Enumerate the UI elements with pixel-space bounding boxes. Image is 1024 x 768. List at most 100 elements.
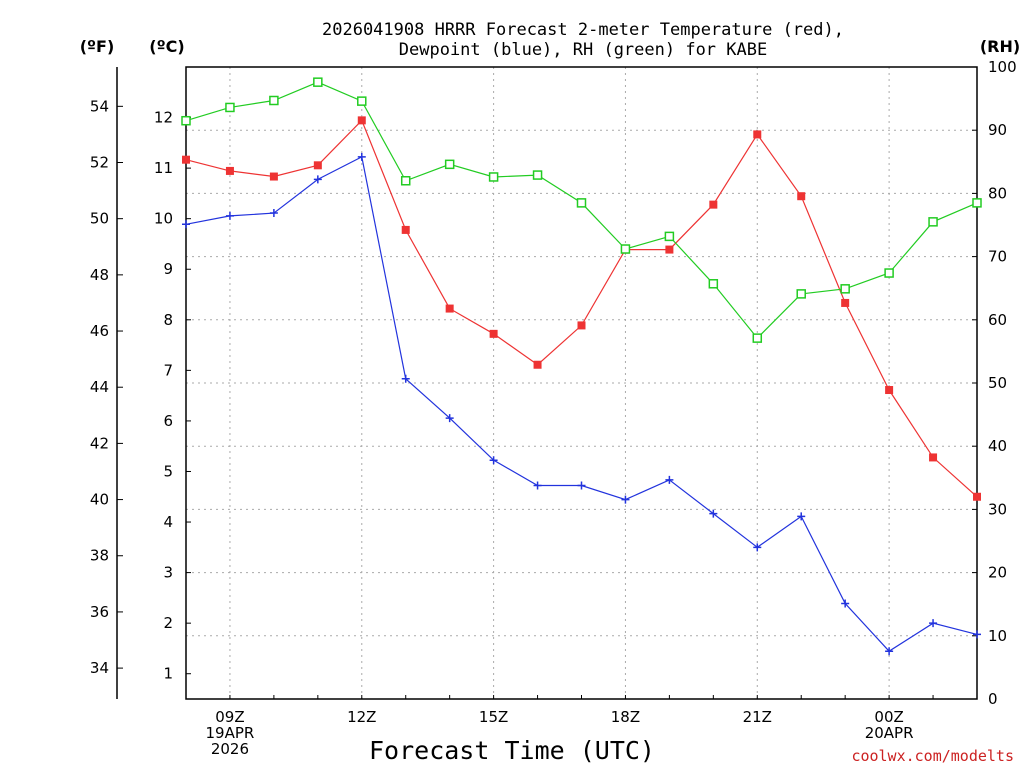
f-tick-label: 42 — [90, 434, 109, 452]
f-tick-label: 34 — [90, 659, 109, 677]
x-tick-label: 19APR — [206, 724, 255, 742]
x-tick-label: 00Z — [874, 708, 903, 726]
temperature-point — [182, 155, 190, 164]
dewpoint-line — [185, 156, 978, 652]
rh-tick-label: 40 — [988, 437, 1007, 455]
dewpoint-point — [533, 481, 542, 490]
f-tick-label: 40 — [90, 491, 109, 509]
f-tick-label: 54 — [90, 97, 109, 115]
dewpoint-point — [489, 456, 498, 465]
dewpoint-point — [621, 495, 630, 504]
dewpoint-point — [841, 599, 850, 608]
x-tick-label: 21Z — [743, 708, 772, 726]
rh-point — [664, 231, 675, 242]
dewpoint-point — [753, 543, 762, 552]
x-tick-label: 15Z — [479, 708, 508, 726]
temperature-point — [225, 166, 234, 175]
temperature-point — [841, 298, 850, 307]
rh-tick-label: 30 — [988, 500, 1007, 518]
fahrenheit-unit-label: (ºF) — [80, 37, 115, 56]
c-tick-label: 4 — [163, 513, 173, 531]
dewpoint-point — [885, 647, 894, 656]
c-tick-label: 8 — [163, 311, 173, 329]
temperature-point — [797, 192, 806, 201]
temperature-point — [929, 453, 938, 462]
c-tick-label: 6 — [163, 412, 173, 430]
rh-point — [225, 102, 235, 113]
rh-tick-label: 10 — [988, 627, 1007, 645]
rh-point — [313, 77, 323, 87]
c-tick-label: 9 — [163, 260, 173, 278]
rh-point — [488, 172, 499, 182]
temperature-point — [401, 225, 410, 234]
dewpoint-point — [929, 619, 938, 628]
series-group — [181, 77, 982, 656]
dewpoint-point — [709, 509, 718, 518]
c-tick-label: 1 — [163, 665, 173, 683]
temperature-point — [665, 245, 674, 254]
c-tick-label: 2 — [163, 614, 173, 632]
temperature-point — [885, 386, 894, 395]
c-tick-label: 7 — [163, 361, 173, 379]
rh-point — [708, 279, 719, 289]
f-tick-label: 48 — [90, 266, 109, 284]
rh-point — [357, 96, 367, 106]
dewpoint-point — [269, 209, 278, 218]
dewpoint-point — [225, 211, 234, 220]
rh-point — [181, 115, 191, 126]
rh-point — [620, 244, 631, 254]
credit-link[interactable]: coolwx.com/modelts — [851, 747, 1014, 765]
c-tick-label: 12 — [154, 109, 173, 127]
rh-point — [576, 198, 587, 208]
rh-tick-label: 50 — [988, 374, 1007, 392]
f-tick-label: 52 — [90, 154, 109, 172]
c-tick-label: 3 — [163, 564, 173, 582]
rh-point — [269, 95, 279, 106]
dewpoint-point — [313, 175, 322, 184]
rh-tick-label: 70 — [988, 248, 1007, 266]
rh-tick-label: 20 — [988, 564, 1007, 582]
rh-point — [532, 170, 543, 180]
rh-tick-label: 100 — [988, 58, 1017, 76]
temperature-point — [753, 130, 762, 139]
rh-unit-label: (RH) — [980, 37, 1020, 56]
temperature-point — [533, 360, 542, 369]
gridlines — [186, 67, 977, 699]
f-tick-label: 36 — [90, 603, 109, 621]
temperature-point — [489, 329, 498, 338]
rh-line — [185, 81, 978, 339]
dewpoint-point — [973, 630, 981, 639]
chart-title-line1: 2026041908 HRRR Forecast 2-meter Tempera… — [322, 20, 844, 40]
rh-point — [928, 217, 938, 227]
x-tick-label: 18Z — [611, 708, 640, 726]
rh-point — [444, 159, 455, 170]
temperature-point — [445, 304, 454, 313]
f-tick-label: 44 — [90, 378, 109, 396]
temperature-point — [577, 321, 586, 330]
f-tick-label: 46 — [90, 322, 109, 340]
rh-tick-label: 80 — [988, 184, 1007, 202]
temperature-point — [313, 161, 322, 170]
dewpoint-point — [445, 414, 454, 423]
f-tick-label: 38 — [90, 547, 109, 565]
temperature-point — [357, 116, 366, 125]
celsius-unit-label: (ºC) — [149, 37, 184, 56]
dewpoint-point — [577, 481, 586, 490]
temperature-point — [709, 200, 718, 209]
rh-point — [400, 176, 411, 186]
c-tick-label: 10 — [154, 210, 173, 228]
temperature-point — [973, 492, 981, 501]
dewpoint-point — [665, 475, 674, 484]
dewpoint-point — [401, 374, 410, 383]
temperature-point — [269, 172, 278, 181]
dewpoint-point — [797, 512, 806, 521]
rh-tick-label: 60 — [988, 311, 1007, 329]
x-tick-label: 09Z — [215, 708, 244, 726]
c-tick-label: 11 — [154, 159, 173, 177]
x-axis-title: Forecast Time (UTC) — [369, 736, 655, 765]
rh-point — [752, 333, 763, 343]
rh-point — [796, 289, 806, 299]
x-tick-label: 2026 — [211, 740, 249, 758]
